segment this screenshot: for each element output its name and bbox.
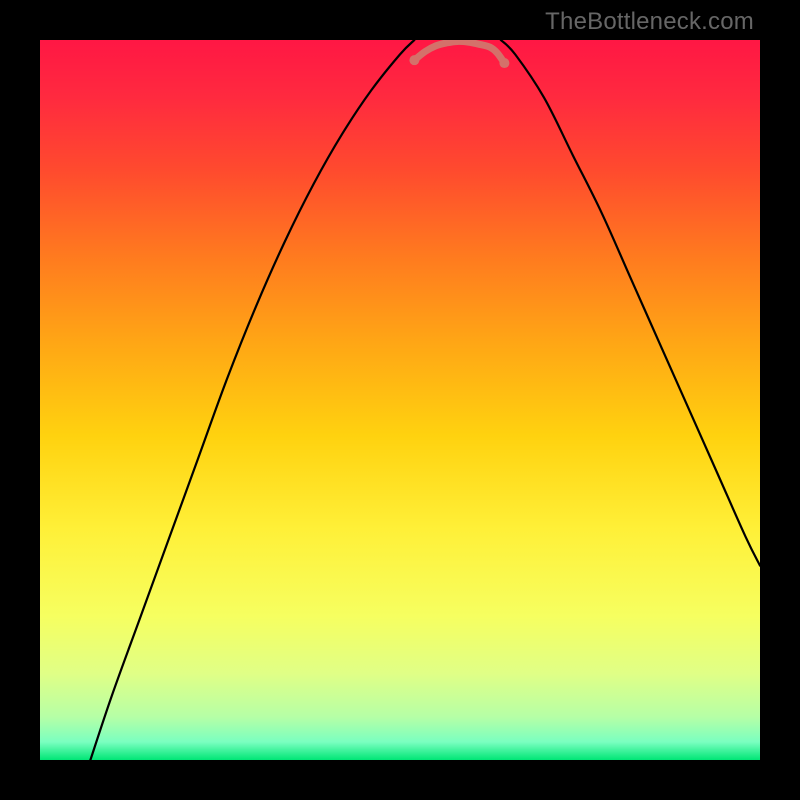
chart-curves-layer [40, 40, 760, 760]
bottleneck-curve-left [90, 40, 414, 760]
border-bottom [0, 760, 800, 800]
bottleneck-curve-right [501, 40, 760, 566]
chart-plot-area [40, 40, 760, 760]
border-left [0, 0, 40, 800]
chart-stage: TheBottleneck.com [0, 0, 800, 800]
optimal-range-marker [409, 41, 509, 68]
border-right [760, 0, 800, 800]
watermark-text: TheBottleneck.com [545, 8, 754, 36]
